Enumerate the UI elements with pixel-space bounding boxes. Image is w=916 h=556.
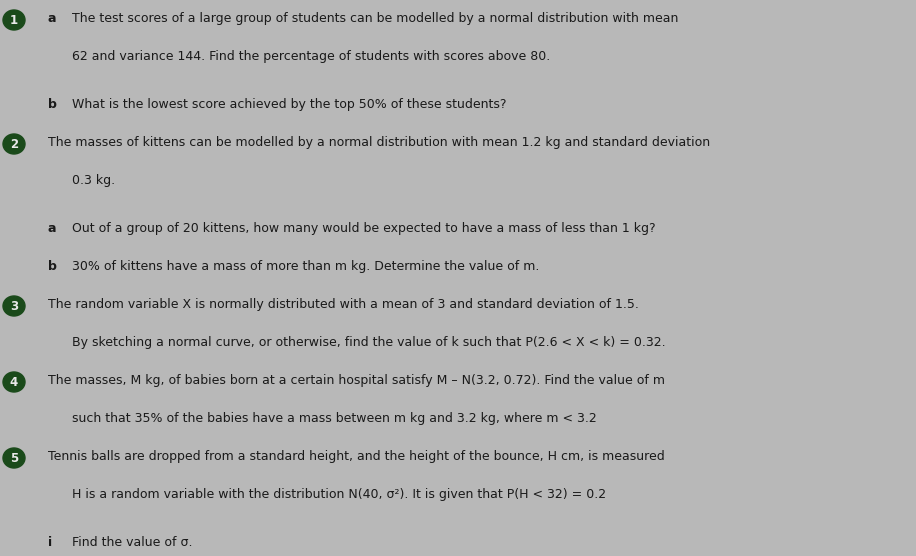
Text: By sketching a normal curve, or otherwise, find the value of k such that P(2.6 <: By sketching a normal curve, or otherwis… — [72, 336, 666, 349]
Text: The random variable X is normally distributed with a mean of 3 and standard devi: The random variable X is normally distri… — [48, 298, 638, 311]
Text: 3: 3 — [10, 300, 18, 312]
Text: 2: 2 — [10, 137, 18, 151]
Text: 4: 4 — [10, 375, 18, 389]
Ellipse shape — [3, 134, 25, 154]
Ellipse shape — [3, 10, 25, 30]
Text: H is a random variable with the distribution N(40, σ²). It is given that P(H < 3: H is a random variable with the distribu… — [72, 488, 606, 501]
Text: 1: 1 — [10, 13, 18, 27]
Text: a: a — [48, 222, 57, 235]
Text: i: i — [48, 536, 52, 549]
Text: What is the lowest score achieved by the top 50% of these students?: What is the lowest score achieved by the… — [72, 98, 507, 111]
Text: The masses, M kg, of babies born at a certain hospital satisfy M – N(3.2, 0.72).: The masses, M kg, of babies born at a ce… — [48, 374, 665, 387]
Text: 30% of kittens have a mass of more than m kg. Determine the value of m.: 30% of kittens have a mass of more than … — [72, 260, 540, 273]
Text: 62 and variance 144. Find the percentage of students with scores above 80.: 62 and variance 144. Find the percentage… — [72, 50, 551, 63]
Ellipse shape — [3, 448, 25, 468]
Text: Out of a group of 20 kittens, how many would be expected to have a mass of less : Out of a group of 20 kittens, how many w… — [72, 222, 656, 235]
Text: The masses of kittens can be modelled by a normal distribution with mean 1.2 kg : The masses of kittens can be modelled by… — [48, 136, 710, 149]
Text: 0.3 kg.: 0.3 kg. — [72, 174, 115, 187]
Text: Find the value of σ.: Find the value of σ. — [72, 536, 192, 549]
Ellipse shape — [3, 296, 25, 316]
Ellipse shape — [3, 372, 25, 392]
Text: The test scores of a large group of students can be modelled by a normal distrib: The test scores of a large group of stud… — [72, 12, 679, 25]
Text: a: a — [48, 12, 57, 25]
Text: b: b — [48, 98, 57, 111]
Text: 5: 5 — [10, 451, 18, 464]
Text: Tennis balls are dropped from a standard height, and the height of the bounce, H: Tennis balls are dropped from a standard… — [48, 450, 665, 463]
Text: such that 35% of the babies have a mass between m kg and 3.2 kg, where m < 3.2: such that 35% of the babies have a mass … — [72, 412, 596, 425]
Text: b: b — [48, 260, 57, 273]
